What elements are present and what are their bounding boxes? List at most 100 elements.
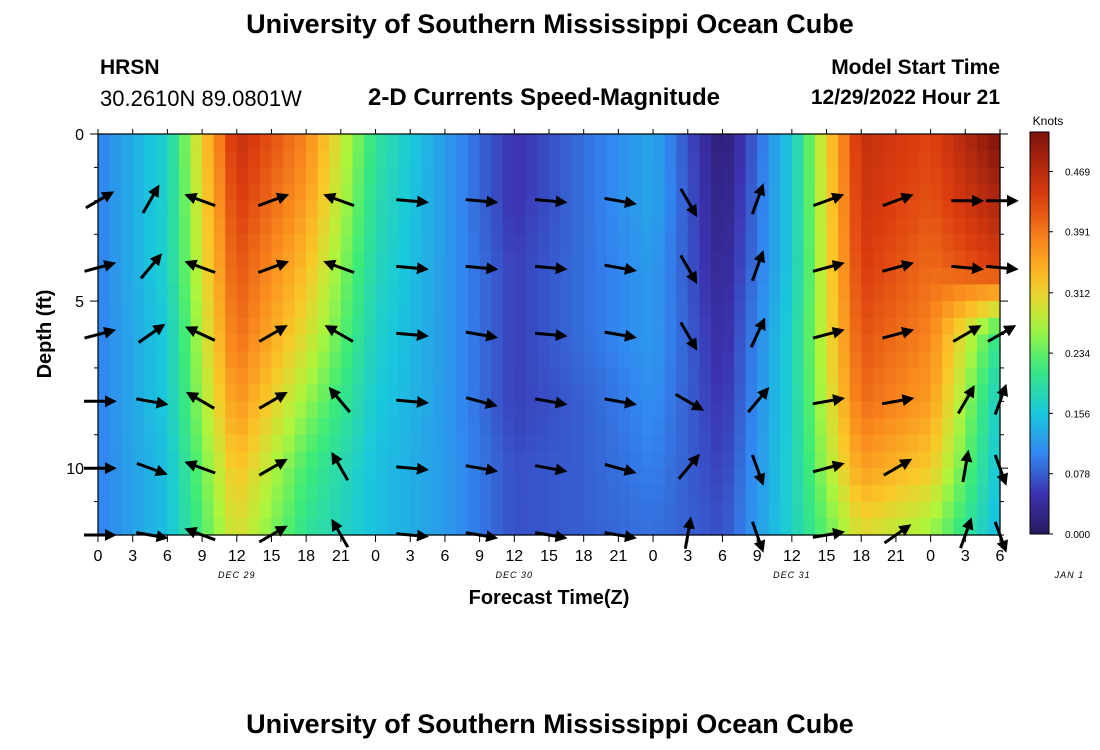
heatmap-cell (965, 200, 978, 219)
heatmap-cell (306, 334, 319, 352)
current-vector (139, 253, 163, 280)
heatmap-cell (444, 484, 458, 503)
heatmap-cell (317, 250, 330, 269)
heatmap-cell (872, 167, 885, 185)
heatmap-cell (121, 418, 134, 436)
heatmap-cell (664, 134, 677, 152)
heatmap-cell (248, 367, 261, 386)
heatmap-cell (410, 451, 423, 469)
heatmap-cell (919, 468, 932, 486)
heatmap-cell (144, 134, 157, 152)
heatmap-cell (641, 401, 654, 419)
heatmap-cell (213, 501, 226, 519)
heatmap-cell (791, 484, 805, 503)
heatmap-cell (190, 468, 203, 486)
heatmap-cell (953, 267, 966, 285)
heatmap-cell (271, 418, 284, 436)
heatmap-cell (722, 217, 735, 235)
heatmap-cell (734, 418, 747, 436)
heatmap-cell (884, 401, 897, 419)
heatmap-cell (271, 134, 284, 152)
heatmap-cell (178, 167, 192, 185)
heatmap-cell (178, 200, 192, 219)
heatmap-cell (907, 334, 920, 352)
x-tick-label: 15 (818, 548, 836, 565)
heatmap-cell (537, 134, 550, 152)
heatmap-cell (178, 284, 192, 302)
heatmap-cell (791, 401, 805, 419)
heatmap-cell (202, 150, 215, 169)
current-vector (749, 317, 766, 348)
heatmap-cell (236, 150, 249, 169)
heatmap-cell (387, 334, 400, 352)
heatmap-cell (560, 284, 573, 302)
heatmap-cell (155, 501, 168, 519)
heatmap-cell (340, 484, 354, 503)
heatmap-cell (167, 418, 180, 436)
heatmap-cell (641, 150, 654, 169)
heatmap-cell (722, 468, 735, 486)
heatmap-cell (768, 267, 781, 285)
heatmap-cell (502, 351, 515, 369)
heatmap-cell (560, 317, 573, 336)
heatmap-cell (537, 250, 550, 269)
heatmap-cell (722, 267, 735, 285)
heatmap-cell (306, 234, 319, 252)
heatmap-cell (780, 518, 793, 536)
heatmap-cell (317, 401, 330, 419)
heatmap-cell (525, 250, 539, 269)
heatmap-cell (629, 367, 643, 386)
heatmap-cell (884, 267, 897, 285)
heatmap-cell (884, 167, 897, 185)
heatmap-cell (491, 418, 504, 436)
heatmap-cell (109, 150, 122, 169)
heatmap-cell (629, 418, 643, 436)
current-vector (747, 386, 770, 414)
heatmap-cell (849, 200, 862, 219)
heatmap-cell (387, 418, 400, 436)
heatmap-cell (988, 134, 1001, 152)
heatmap-cell (791, 234, 805, 252)
heatmap-cell (167, 351, 180, 369)
heatmap-cell (560, 434, 573, 453)
heatmap-cell (549, 367, 562, 386)
heatmap-cell (942, 184, 955, 202)
heatmap-cell (872, 401, 885, 419)
heatmap-cell (710, 401, 724, 419)
heatmap-cell (583, 518, 596, 536)
heatmap-cell (710, 451, 724, 469)
heatmap-cell (375, 334, 388, 352)
heatmap-cell (583, 284, 596, 302)
colorbar-tick-label: 0.469 (1065, 167, 1090, 178)
heatmap-cell (225, 518, 238, 536)
heatmap-cell (502, 367, 515, 386)
heatmap-cell (491, 351, 504, 369)
heatmap-cell (942, 334, 955, 352)
heatmap-cell (410, 301, 423, 319)
current-vector (960, 449, 973, 483)
heatmap-cell (109, 434, 122, 453)
heatmap-cell (722, 484, 735, 503)
heatmap-cell (236, 217, 249, 235)
heatmap-cell (387, 217, 400, 235)
heatmap-cell (202, 501, 215, 519)
heatmap-cell (363, 301, 377, 319)
heatmap-cell (549, 484, 562, 503)
heatmap-cell (930, 234, 943, 252)
heatmap-cell (664, 317, 677, 336)
heatmap-cell (872, 150, 885, 169)
heatmap-cell (722, 234, 735, 252)
heatmap-cell (294, 250, 307, 269)
heatmap-cell (872, 250, 885, 269)
heatmap-cell (410, 150, 423, 169)
heatmap-cell (398, 234, 411, 252)
heatmap-cell (421, 217, 434, 235)
heatmap-cell (676, 167, 689, 185)
heatmap-cell (248, 167, 261, 185)
heatmap-cell (560, 501, 573, 519)
heatmap-cell (306, 484, 319, 503)
heatmap-cell (294, 367, 307, 386)
current-vector (604, 329, 637, 342)
heatmap-cell (329, 367, 342, 386)
heatmap-cell (178, 184, 192, 202)
